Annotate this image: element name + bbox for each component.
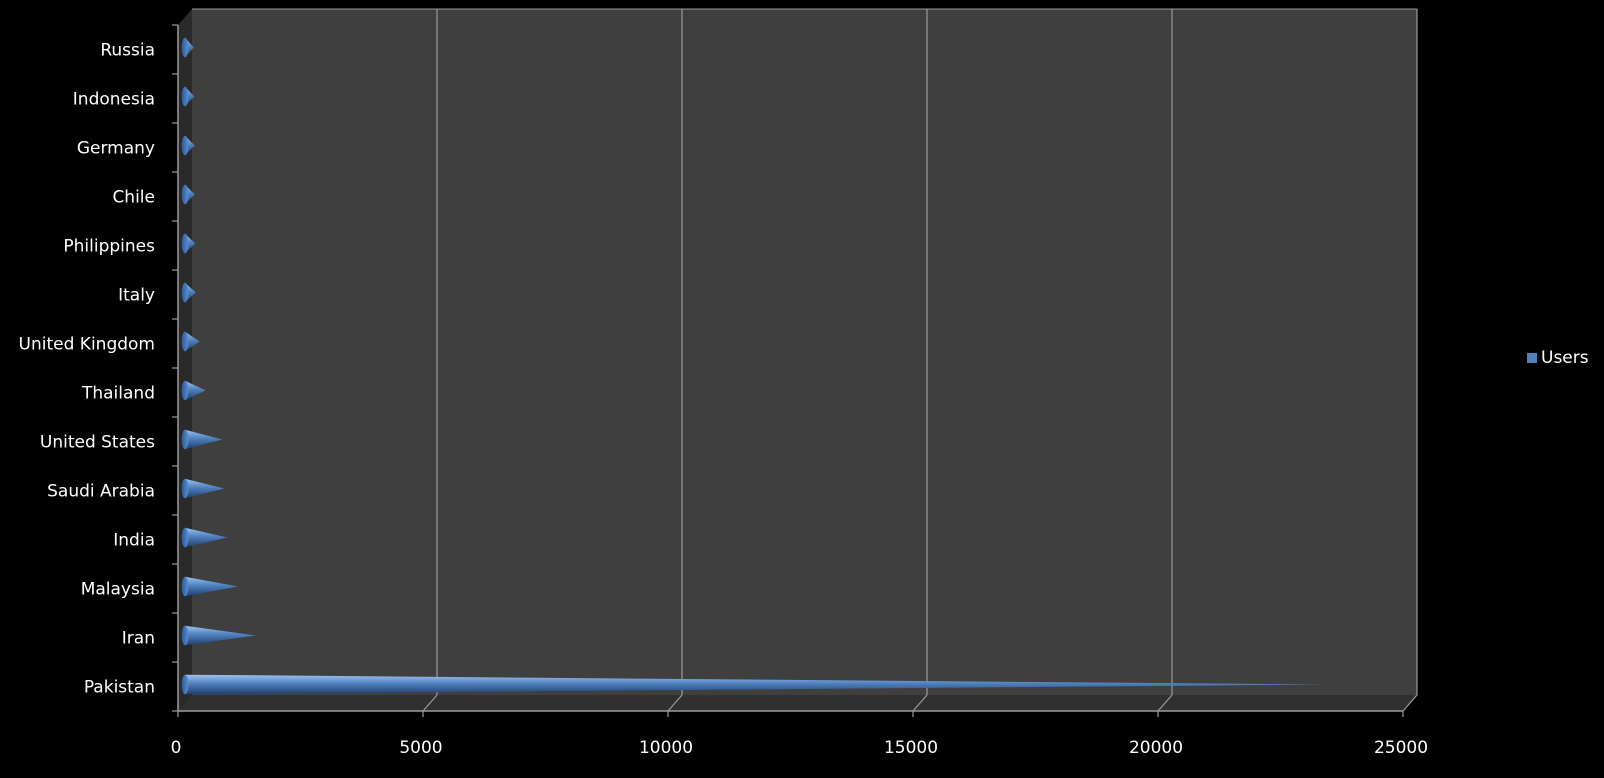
bar-cone — [181, 282, 196, 303]
bar-cone-body — [185, 625, 257, 646]
gridline-floor — [1157, 694, 1173, 712]
bar-cone — [181, 331, 200, 352]
bar-cone-base — [181, 135, 189, 156]
bar-cone — [181, 429, 223, 450]
category-label: United Kingdom — [19, 335, 155, 355]
x-tick-label: 25000 — [1374, 738, 1428, 758]
bar-cone-base — [181, 527, 189, 548]
bar-cone-base — [181, 86, 189, 107]
x-tick-label: 5000 — [399, 738, 442, 758]
bar-cone-body — [185, 429, 223, 450]
bar-cone-body — [185, 674, 1327, 695]
gridline-floor — [1402, 694, 1418, 712]
bar-cone-body — [185, 576, 238, 597]
category-label: Malaysia — [81, 580, 155, 600]
bar-cone-base — [181, 184, 189, 205]
gridlines — [192, 8, 1418, 712]
category-label: Chile — [112, 188, 155, 208]
bar-cone — [181, 478, 225, 499]
gridline-floor — [667, 694, 683, 712]
x-tick-label: 0 — [171, 738, 182, 758]
category-label: Thailand — [81, 384, 155, 404]
bar-cone — [181, 233, 196, 254]
bar-cone-base — [181, 282, 189, 303]
bar-cone — [181, 37, 194, 58]
legend-label: Users — [1541, 348, 1589, 368]
bar-cone-body — [185, 527, 228, 548]
bar-cone-base — [181, 331, 189, 352]
category-label: Italy — [118, 286, 155, 306]
category-label: United States — [40, 433, 155, 453]
category-label: Philippines — [63, 237, 155, 257]
category-labels: Pakistan Iran Malaysia India Saudi Arabia Uni… — [19, 41, 156, 698]
axes — [172, 24, 1404, 717]
x-tick-labels: 0 5000 10000 15000 20000 25000 — [171, 738, 1428, 758]
bar-cone-base — [181, 429, 189, 450]
category-label: Iran — [122, 629, 155, 649]
category-label: Indonesia — [73, 90, 155, 110]
bar-cone-base — [181, 380, 189, 401]
bar-cone — [181, 674, 1327, 695]
x-tick-label: 10000 — [639, 738, 693, 758]
category-label: Saudi Arabia — [47, 482, 155, 502]
bar-cone — [181, 380, 206, 401]
gridline-floor — [422, 694, 438, 712]
bar-cone — [181, 86, 195, 107]
bar-cone — [181, 576, 238, 597]
bar-cone-base — [181, 478, 189, 499]
gridline-floor — [912, 694, 928, 712]
category-label: India — [113, 531, 155, 551]
bar-cone — [181, 135, 195, 156]
legend-swatch — [1527, 353, 1537, 363]
x-tick-label: 15000 — [884, 738, 938, 758]
bar-cone-body — [185, 331, 200, 352]
side-wall — [178, 9, 192, 711]
x-tick-label: 20000 — [1129, 738, 1183, 758]
category-label: Pakistan — [84, 678, 155, 698]
bar-cone-base — [181, 625, 189, 646]
bar-cone — [181, 625, 257, 646]
bar-cone-base — [181, 37, 189, 58]
legend: Users — [1527, 348, 1589, 368]
plot-walls — [178, 9, 1417, 711]
back-wall — [192, 9, 1417, 695]
bar-cone — [181, 184, 195, 205]
bar-cone-base — [181, 576, 189, 597]
category-label: Russia — [100, 41, 155, 61]
bar-cone-base — [181, 674, 189, 695]
bars — [181, 37, 1327, 695]
floor — [178, 695, 1417, 711]
bar-cone-body — [185, 380, 206, 401]
bar-cone-body — [185, 478, 225, 499]
bar-cone — [181, 527, 228, 548]
category-label: Germany — [77, 139, 155, 159]
bar-cone-base — [181, 233, 189, 254]
